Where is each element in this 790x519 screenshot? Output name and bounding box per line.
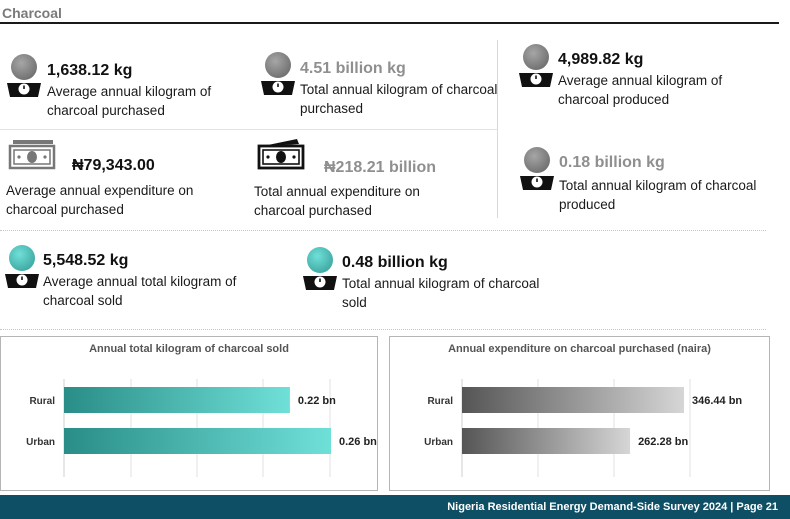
data-label: 0.22 bn — [298, 395, 336, 407]
page-footer: Nigeria Residential Energy Demand-Side S… — [0, 495, 790, 519]
banknotes-solid-icon — [257, 139, 305, 170]
weighing-scale-icon — [519, 44, 553, 87]
total-produced-value: 0.18 billion kg — [559, 154, 665, 171]
bar-rural — [64, 387, 290, 413]
total-expenditure-value: ₦218.21 billion — [324, 159, 437, 176]
total-purchased-value: 4.51 billion kg — [300, 60, 406, 77]
title-rule — [0, 22, 779, 24]
total-sold-value: 0.48 billion kg — [342, 254, 448, 271]
weighing-scale-icon — [261, 52, 295, 95]
avg-purchased-value: 1,638.12 kg — [47, 62, 133, 79]
category-label: Rural — [29, 396, 55, 407]
weighing-scale-teal-icon — [5, 245, 39, 288]
weighing-scale-teal-icon — [303, 247, 337, 290]
bar-chart-expenditure: Rural 346.44 bn Urban 262.28 bn — [424, 379, 742, 477]
avg-expenditure-label: Average annual expenditure on charcoal p… — [6, 183, 194, 217]
avg-produced-value: 4,989.82 kg — [558, 51, 644, 68]
total-sold-label: Total annual kilogram of charcoal sold — [342, 276, 540, 310]
category-label: Urban — [424, 437, 453, 448]
data-label: 346.44 bn — [692, 395, 742, 407]
avg-purchased-label: Average annual kilogram of charcoal purc… — [47, 84, 212, 118]
divider-row-1 — [0, 129, 497, 130]
bar-urban — [462, 428, 631, 454]
divider-row-3 — [0, 329, 766, 330]
weighing-scale-icon — [520, 147, 554, 190]
chart-title: Annual expenditure on charcoal purchased… — [448, 343, 711, 355]
bar-chart-kg-sold: Rural 0.22 bn Urban 0.26 bn — [26, 379, 377, 477]
bar-urban — [64, 428, 331, 454]
section-title: Charcoal — [2, 5, 62, 21]
chart-panel-expenditure: Annual expenditure on charcoal purchased… — [389, 336, 770, 491]
divider-row-2 — [0, 230, 766, 231]
category-label: Urban — [26, 437, 55, 448]
avg-expenditure-value: ₦79,343.00 — [72, 157, 155, 174]
avg-sold-value: 5,548.52 kg — [43, 252, 129, 269]
total-purchased-label: Total annual kilogram of charcoal purcha… — [300, 82, 498, 116]
weighing-scale-icon — [7, 54, 41, 97]
footer-text: Nigeria Residential Energy Demand-Side S… — [447, 501, 778, 513]
chart-title: Annual total kilogram of charcoal sold — [89, 343, 289, 355]
avg-sold-label: Average annual total kilogram of charcoa… — [43, 274, 237, 308]
chart-panel-kg-sold: Annual total kilogram of charcoal sold R… — [0, 336, 378, 491]
total-expenditure-label: Total annual expenditure on charcoal pur… — [254, 184, 420, 218]
avg-produced-label: Average annual kilogram of charcoal prod… — [558, 73, 723, 107]
data-label: 262.28 bn — [638, 436, 688, 448]
data-label: 0.26 bn — [339, 436, 377, 448]
category-label: Rural — [427, 396, 453, 407]
bar-rural — [462, 387, 684, 413]
divider-vertical — [497, 40, 498, 218]
banknotes-outline-icon — [8, 140, 56, 170]
total-produced-label: Total annual kilogram of charcoal produc… — [559, 178, 757, 212]
